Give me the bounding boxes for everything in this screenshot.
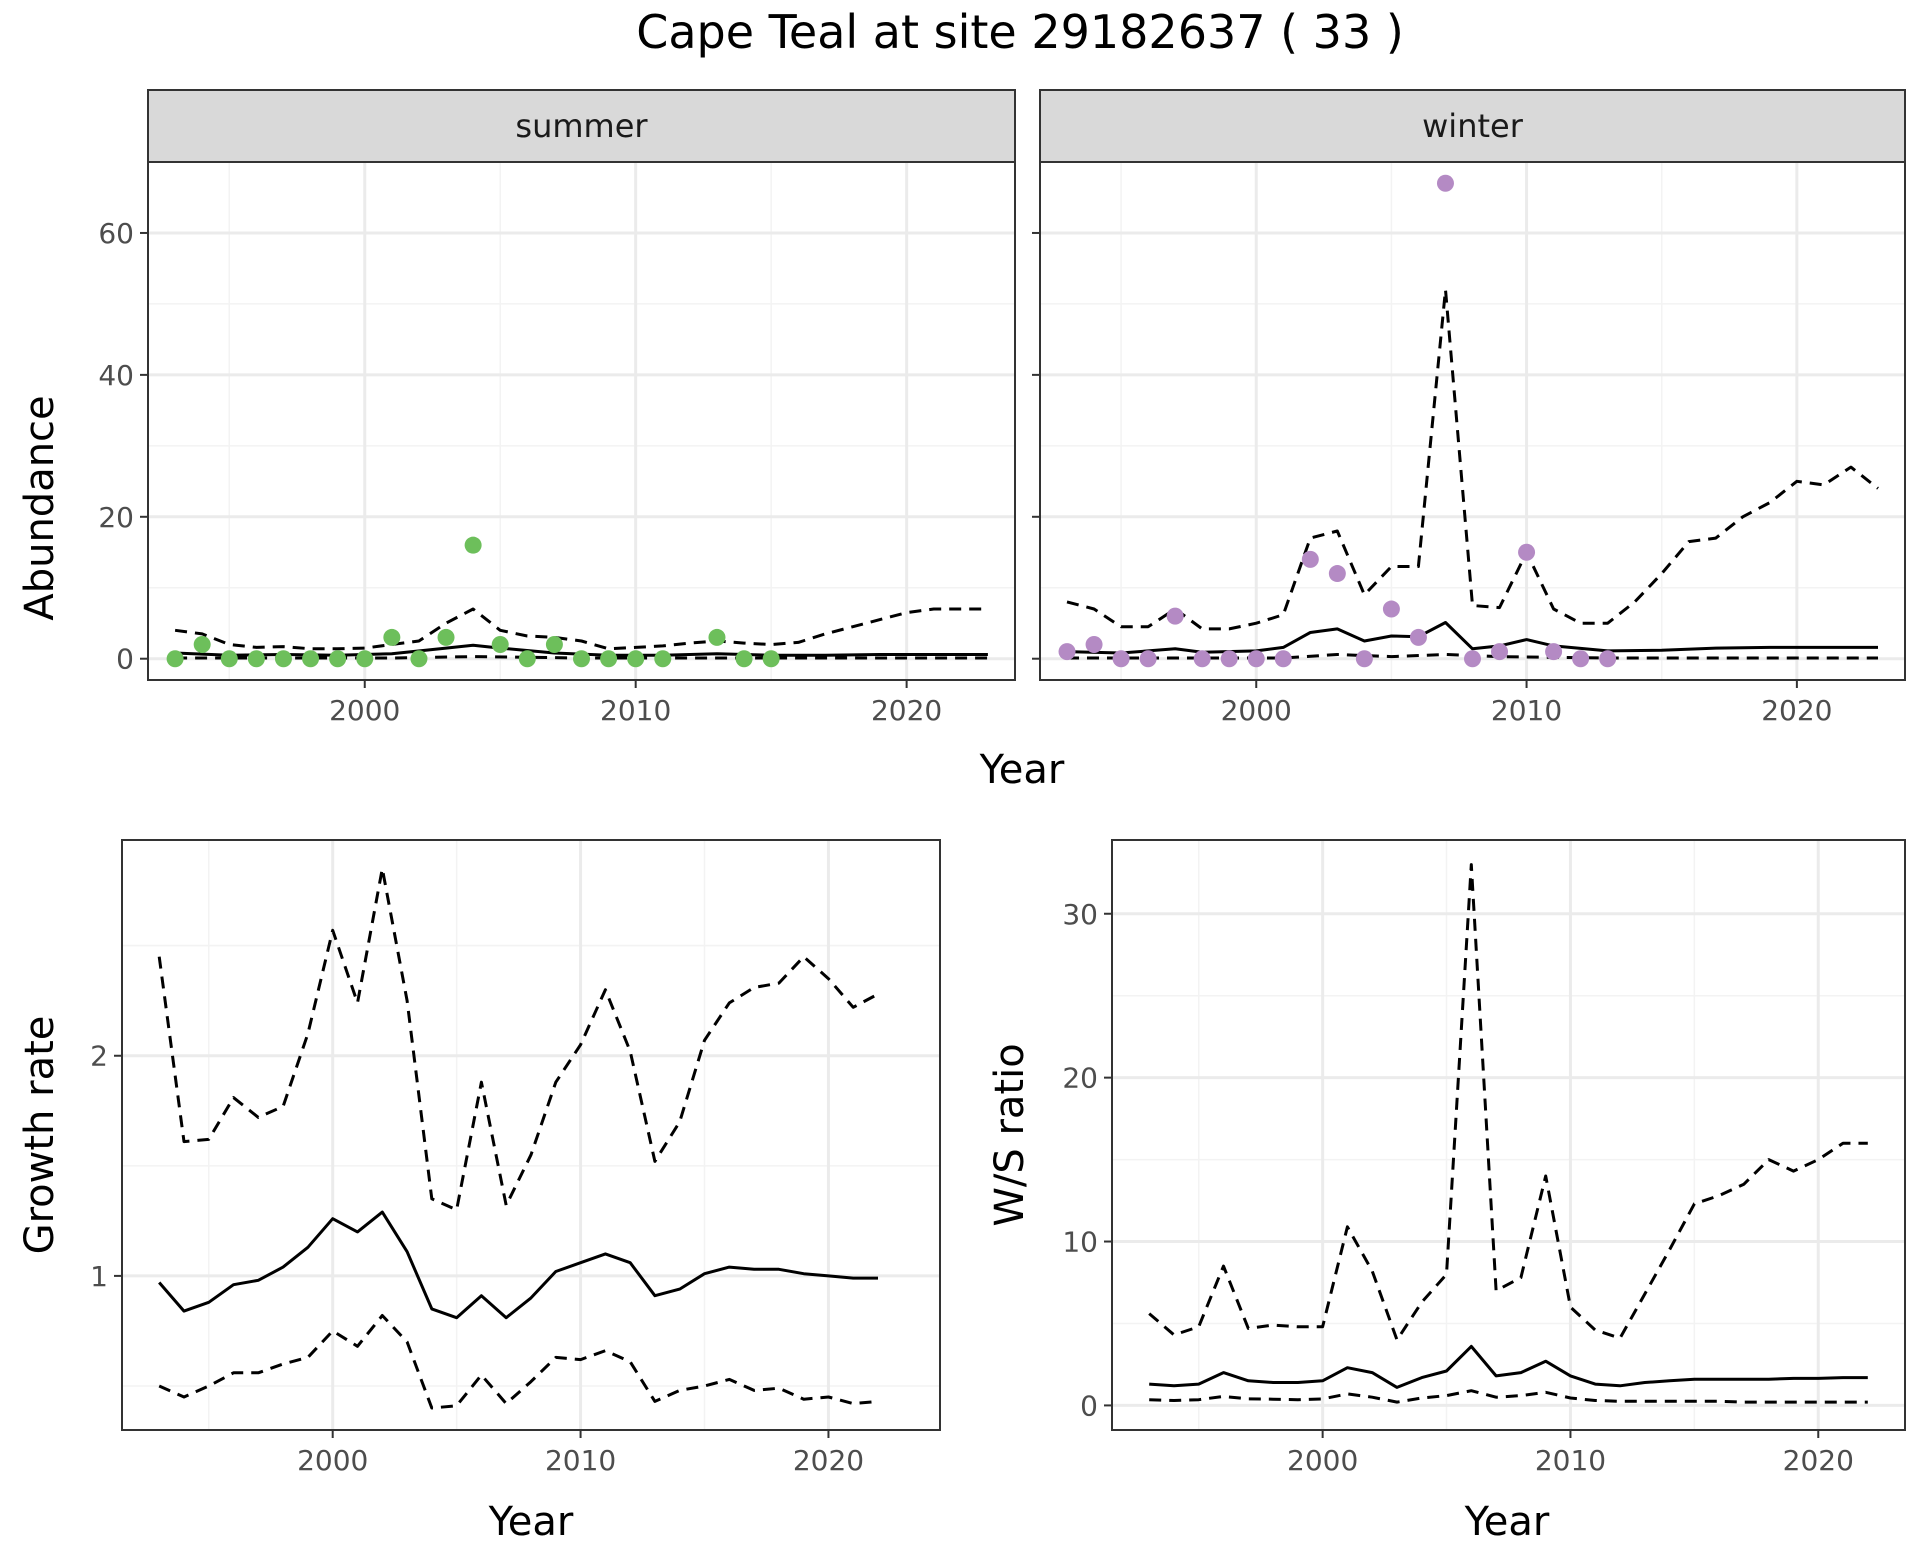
observed-point bbox=[1355, 650, 1373, 668]
observed-point bbox=[762, 650, 780, 668]
x-tick-label: 2010 bbox=[1491, 694, 1562, 727]
x-tick-label: 2020 bbox=[793, 1444, 864, 1477]
panel-border bbox=[1111, 839, 1906, 1431]
plot-background bbox=[122, 840, 940, 1430]
observed-point bbox=[1518, 543, 1536, 561]
x-tick-label: 2000 bbox=[297, 1444, 368, 1477]
facet-strip-label: winter bbox=[1422, 107, 1524, 145]
facet-strip-summer bbox=[147, 89, 1016, 163]
x-tick-label: 2010 bbox=[1535, 1444, 1606, 1477]
y-tick-label: 0 bbox=[116, 643, 134, 676]
observed-point bbox=[1328, 565, 1346, 583]
observed-point bbox=[1382, 600, 1400, 618]
y-tick-label: 60 bbox=[98, 217, 134, 250]
observed-point bbox=[573, 650, 590, 668]
x-tick-label: 2000 bbox=[329, 694, 400, 727]
y-tick-label: 40 bbox=[98, 359, 134, 392]
x-tick-label: 2010 bbox=[545, 1444, 616, 1477]
plot-background bbox=[1040, 162, 1905, 680]
ratio-x-axis-title: Year bbox=[1464, 1499, 1550, 1545]
y-tick-label: 20 bbox=[98, 501, 134, 534]
observed-point bbox=[1599, 650, 1617, 668]
observed-point bbox=[410, 650, 428, 668]
dashed-bound-line-1 bbox=[157, 867, 879, 1212]
observed-point bbox=[1464, 650, 1481, 668]
observed-point bbox=[545, 636, 563, 654]
x-tick-label: 2020 bbox=[1761, 694, 1832, 727]
observed-point bbox=[274, 650, 292, 668]
observed-point bbox=[329, 650, 347, 668]
fitted-line-0 bbox=[1149, 1344, 1868, 1389]
observed-point bbox=[220, 650, 238, 668]
observed-point bbox=[437, 628, 455, 646]
observed-point bbox=[166, 650, 184, 668]
observed-point bbox=[193, 636, 211, 654]
figure-title: Cape Teal at site 29182637 ( 33 ) bbox=[636, 5, 1404, 59]
x-tick-label: 2020 bbox=[1783, 1444, 1854, 1477]
observed-point bbox=[1274, 650, 1292, 668]
panel-summer-abundance: summer 2000 2010 2020 0 20 40 60 bbox=[98, 89, 1016, 727]
observed-point bbox=[735, 650, 753, 668]
panel-winter-abundance: winter 2000 2010 2020 bbox=[1032, 89, 1906, 727]
dashed-bound-line-1 bbox=[1148, 863, 1868, 1342]
observed-point bbox=[1058, 643, 1076, 661]
x-tick-label: 2000 bbox=[1287, 1444, 1358, 1477]
panel-growth-rate: 2000 2010 2020 1 2 bbox=[90, 839, 941, 1477]
y-tick-label: 0 bbox=[1080, 1389, 1098, 1422]
top-x-axis-title: Year bbox=[979, 747, 1065, 793]
ratio-y-axis-title: W/S ratio bbox=[987, 1043, 1033, 1226]
observed-point bbox=[600, 650, 618, 668]
observed-point bbox=[1112, 650, 1130, 668]
y-tick-label: 10 bbox=[1062, 1226, 1098, 1259]
observed-point bbox=[627, 650, 645, 668]
observed-point bbox=[356, 650, 374, 668]
observed-point bbox=[654, 650, 672, 668]
observed-point bbox=[383, 628, 401, 646]
observed-point bbox=[1301, 550, 1319, 568]
plot-background bbox=[1112, 840, 1905, 1430]
gridlines bbox=[1112, 840, 1905, 1430]
observed-point bbox=[1193, 650, 1211, 668]
observed-point bbox=[1139, 650, 1157, 668]
panel-border bbox=[1039, 161, 1906, 681]
x-tick-label: 2000 bbox=[1221, 694, 1292, 727]
panel-border bbox=[147, 161, 1016, 681]
observed-point bbox=[1491, 643, 1509, 661]
observed-point bbox=[302, 650, 320, 668]
fitted-line-0 bbox=[158, 1210, 878, 1320]
observed-point bbox=[1247, 650, 1265, 668]
observed-point bbox=[1436, 174, 1454, 192]
dashed-bound-line-1 bbox=[174, 607, 988, 651]
x-tick-label: 2020 bbox=[871, 694, 942, 727]
observed-point bbox=[464, 536, 482, 554]
y-tick-label: 1 bbox=[90, 1260, 108, 1293]
observed-point bbox=[247, 650, 265, 668]
observed-point bbox=[1409, 628, 1427, 646]
observed-point bbox=[708, 628, 726, 646]
plot-background bbox=[148, 162, 1015, 680]
dashed-bound-line-1 bbox=[1066, 288, 1879, 631]
y-tick-label: 30 bbox=[1062, 898, 1098, 931]
observed-point bbox=[518, 650, 536, 668]
y-tick-label: 20 bbox=[1062, 1062, 1098, 1095]
gridlines bbox=[122, 840, 940, 1430]
top-y-axis-title: Abundance bbox=[17, 395, 63, 620]
observed-point bbox=[491, 636, 509, 654]
facet-strip-label: summer bbox=[515, 107, 648, 145]
observed-point bbox=[1166, 607, 1184, 625]
observed-point bbox=[1085, 636, 1103, 654]
growth-x-axis-title: Year bbox=[488, 1499, 574, 1545]
dashed-bound-line-2 bbox=[1149, 1389, 1868, 1404]
y-tick-label: 2 bbox=[90, 1040, 108, 1073]
observed-point bbox=[1572, 650, 1590, 668]
panel-border bbox=[121, 839, 941, 1431]
observed-point bbox=[1220, 650, 1238, 668]
x-tick-label: 2010 bbox=[600, 694, 671, 727]
observed-point bbox=[1545, 643, 1563, 661]
panel-ws-ratio: 2000 2010 2020 0 10 20 30 bbox=[1062, 839, 1906, 1477]
growth-y-axis-title: Growth rate bbox=[17, 1016, 63, 1255]
dashed-bound-line-2 bbox=[158, 1314, 879, 1410]
facet-strip-winter bbox=[1039, 89, 1906, 163]
